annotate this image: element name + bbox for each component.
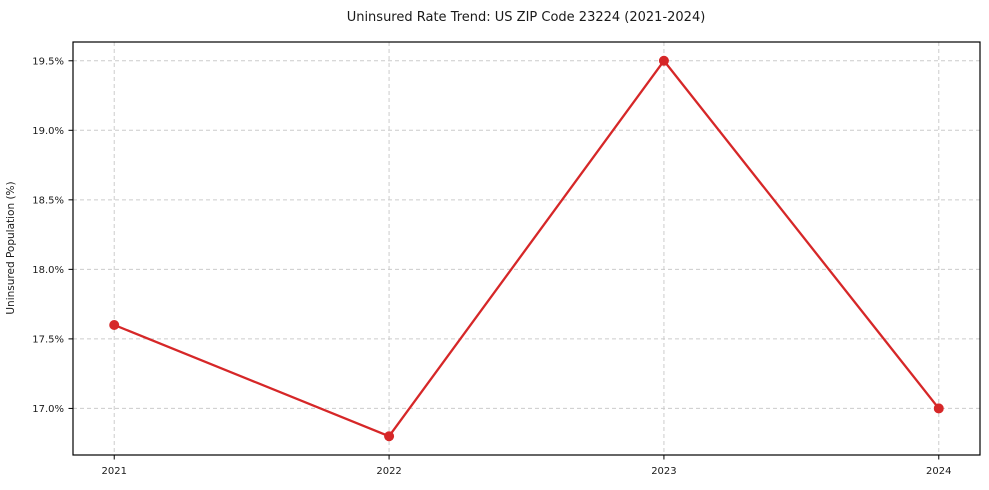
- chart-title: Uninsured Rate Trend: US ZIP Code 23224 …: [347, 10, 706, 25]
- y-tick-label: 19.0%: [32, 126, 64, 137]
- y-tick-label: 19.5%: [32, 56, 64, 67]
- x-tick-label: 2024: [926, 466, 951, 477]
- data-point: [384, 431, 395, 442]
- y-tick-label: 18.5%: [32, 195, 64, 206]
- x-tick-label: 2023: [651, 466, 676, 477]
- gridlines: [73, 42, 980, 455]
- trend-line: [113, 59, 940, 438]
- data-point: [109, 319, 120, 330]
- data-point: [933, 403, 944, 414]
- y-tick-label: 18.0%: [32, 265, 64, 276]
- plot-spines: [72, 41, 981, 456]
- axis-ticks: 2021 2022 2023 2024 17.0% 17.5% 18.0% 18.5% 19.0…: [32, 56, 951, 477]
- y-tick-label: 17.0%: [32, 404, 64, 415]
- y-axis-label: Uninsured Population (%): [5, 181, 17, 314]
- axes: [72, 41, 981, 456]
- y-tick-label: 17.5%: [32, 334, 64, 345]
- x-tick-label: 2021: [102, 466, 127, 477]
- data-point: [658, 55, 669, 66]
- x-tick-label: 2022: [376, 466, 401, 477]
- data-series: [109, 55, 944, 442]
